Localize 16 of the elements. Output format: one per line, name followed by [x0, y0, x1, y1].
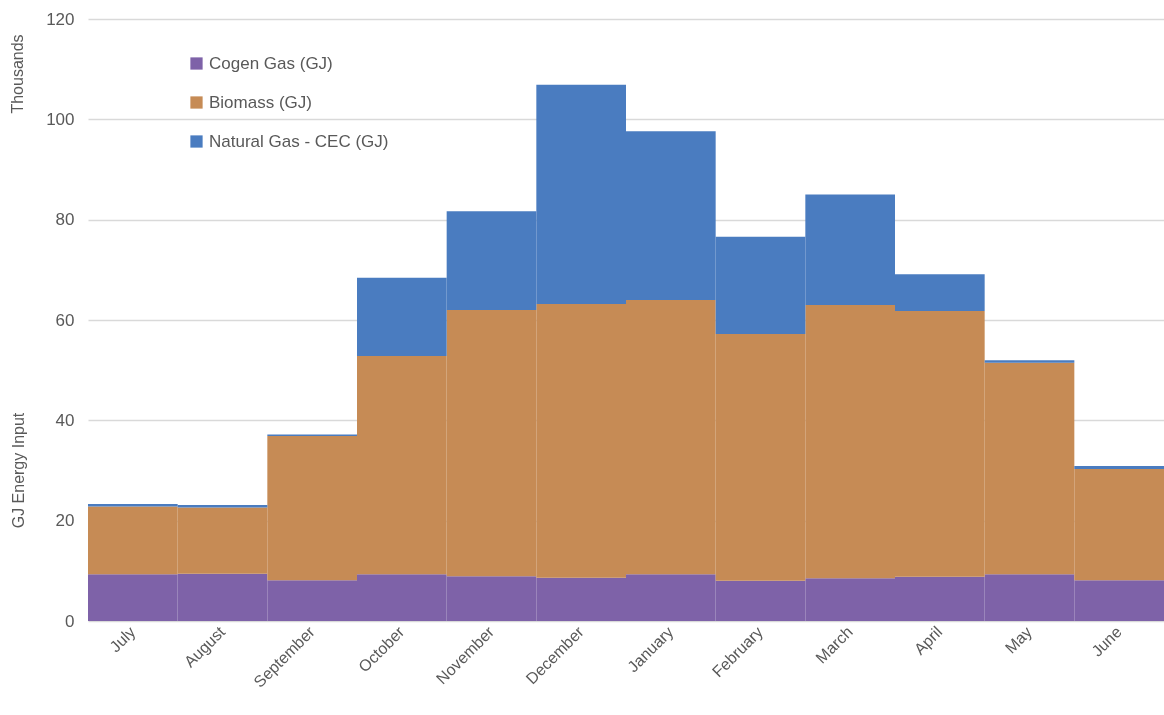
y-tick-label: 20 — [55, 511, 75, 531]
text: Thousands — [9, 34, 26, 114]
y-tick-label: 100 — [46, 109, 75, 129]
y-tick-label: 60 — [55, 310, 75, 330]
x-tick-label: July — [106, 623, 139, 656]
bar — [1074, 465, 1164, 469]
legend-label: Biomass (GJ) — [209, 92, 312, 112]
legend-label: Cogen Gas (GJ) — [209, 53, 333, 73]
y-tick-label: 120 — [46, 9, 75, 29]
x-tick-label: May — [1001, 623, 1036, 657]
y-axis-title: GJ Energy Input — [9, 412, 27, 529]
legend-label: Natural Gas - CEC (GJ) — [209, 131, 389, 151]
y-tick-label: 40 — [55, 410, 75, 430]
y-tick-label: 80 — [55, 210, 75, 230]
y-tick-label: 0 — [65, 611, 75, 631]
bar — [984, 360, 1075, 363]
